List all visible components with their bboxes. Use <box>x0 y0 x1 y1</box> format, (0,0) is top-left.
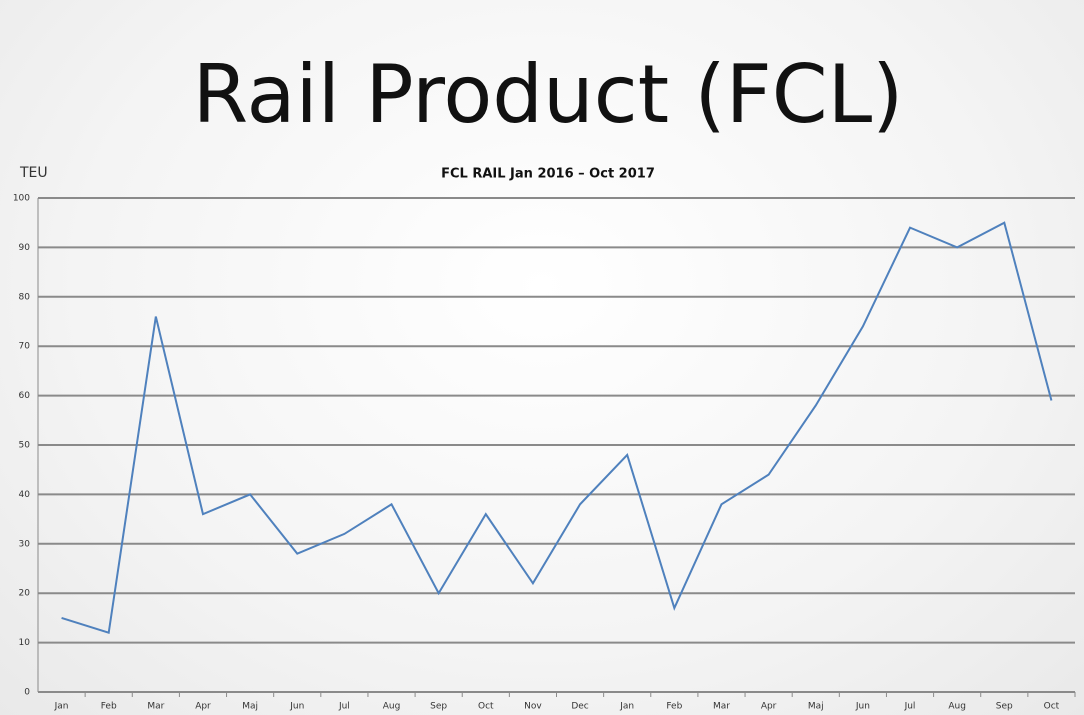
y-tick-label: 40 <box>19 490 31 500</box>
x-tick-label: Oct <box>478 702 494 712</box>
x-tick-label: Mar <box>713 702 730 712</box>
x-tick-label: Jun <box>855 702 870 712</box>
x-tick-label: Mar <box>147 702 164 712</box>
y-tick-label: 90 <box>19 243 31 253</box>
x-tick-label: Jul <box>904 702 916 712</box>
x-tick-label: Jan <box>619 702 634 712</box>
y-tick-label: 100 <box>13 194 30 204</box>
y-tick-label: 10 <box>19 638 31 648</box>
x-tick-label: Jan <box>54 702 69 712</box>
x-tick-label: Apr <box>761 702 777 712</box>
x-tick-label: Sep <box>996 702 1013 712</box>
page-title: Rail Product (FCL) <box>193 48 904 141</box>
x-tick-label: Maj <box>242 702 258 712</box>
y-tick-label: 80 <box>19 292 31 302</box>
y-tick-label: 60 <box>19 391 31 401</box>
x-tick-label: Dec <box>571 702 588 712</box>
x-tick-label: Jun <box>289 702 304 712</box>
y-axis-label: TEU <box>19 165 48 181</box>
data-line <box>61 221 1053 635</box>
x-tick-label: Aug <box>948 702 966 712</box>
x-tick-label: Apr <box>195 702 211 712</box>
x-tick-label: Jul <box>338 702 350 712</box>
x-tick-label: Feb <box>666 702 682 712</box>
y-tick-label: 0 <box>24 688 30 698</box>
x-tick-label: Nov <box>524 702 542 712</box>
x-tick-label: Maj <box>808 702 824 712</box>
x-tick-label: Feb <box>101 702 117 712</box>
x-tick-label: Oct <box>1044 702 1060 712</box>
y-tick-label: 20 <box>19 589 31 599</box>
y-tick-label: 50 <box>19 441 31 451</box>
y-tick-label: 30 <box>19 539 31 549</box>
x-tick-label: Aug <box>383 702 401 712</box>
chart-title: FCL RAIL Jan 2016 – Oct 2017 <box>441 167 655 182</box>
y-tick-label: 70 <box>19 342 31 352</box>
x-tick-label: Sep <box>430 702 447 712</box>
